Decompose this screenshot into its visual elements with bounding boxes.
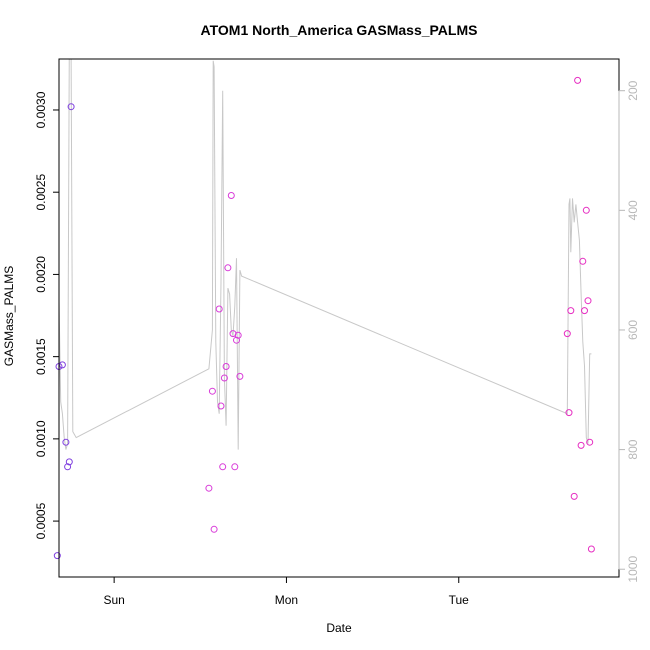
y2-tick-label-600: 600 [626,320,640,340]
data-point-4 [62,438,70,446]
x-tick-label-tue: Tue [449,593,470,607]
data-point-13 [219,463,227,471]
y-tick-label-3: 0.0020 [34,256,48,293]
data-point-10 [210,525,218,533]
data-point-32 [584,297,592,305]
y2-tick-label-400: 400 [626,200,640,220]
data-point-30 [581,307,588,315]
data-point-23 [563,330,571,338]
data-point-29 [579,257,587,265]
pressure-overlay-layer [59,59,592,450]
data-point-1 [53,552,61,560]
data-point-16 [224,264,232,272]
data-point-28 [577,441,585,449]
x-axis-label: Date [326,621,352,635]
data-point-27 [574,76,582,84]
data-point-8 [205,484,213,492]
data-point-11 [215,305,223,313]
y-tick-label-4: 0.0025 [34,174,48,211]
data-point-33 [586,438,594,446]
y-tick-label-1: 0.0010 [34,420,48,457]
data-point-14 [220,374,228,382]
data-point-6 [65,458,73,466]
x-tick-label-sun: Sun [103,593,124,607]
data-point-19 [231,463,239,471]
data-points-layer [53,76,595,560]
data-point-26 [570,492,578,500]
data-point-9 [208,387,216,395]
x-tick-label-mon: Mon [275,593,298,607]
data-point-12 [217,402,225,410]
chart-title: ATOM1 North_America GASMass_PALMS [201,22,478,38]
secondary-y-axis: 200 400 600 800 1000 [618,80,640,583]
data-point-31 [582,206,590,214]
y-tick-label-0: 0.0005 [34,502,48,539]
x-axis: Sun Mon Tue [103,576,470,607]
data-point-17 [227,192,235,199]
y-tick-label-5: 0.0030 [34,91,48,128]
data-point-7 [67,103,75,111]
data-point-24 [565,409,573,417]
data-point-5 [64,463,72,471]
data-point-15 [222,363,230,370]
data-point-21 [234,331,242,339]
data-point-25 [567,307,575,315]
y2-tick-label-200: 200 [626,80,640,100]
y2-tick-label-800: 800 [626,439,640,459]
y2-tick-label-1000: 1000 [626,556,640,583]
y-tick-label-2: 0.0015 [34,338,48,375]
data-point-20 [233,336,240,344]
y-axis: 0.0005 0.0010 0.0015 0.0020 0.0025 0.0030 [34,91,60,539]
y-axis-label: GASMass_PALMS [2,266,16,366]
data-point-22 [236,372,244,380]
pressure-line [59,59,592,450]
data-point-34 [587,545,595,553]
